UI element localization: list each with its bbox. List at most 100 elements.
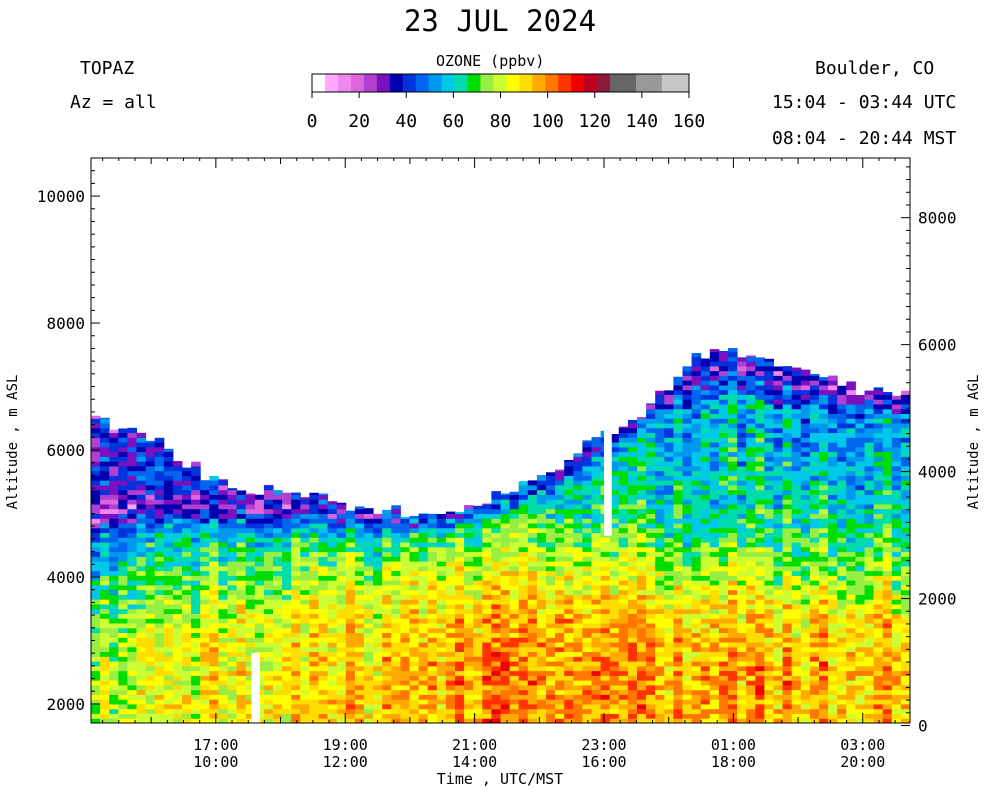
heatmap-cell xyxy=(764,470,774,476)
heatmap-cell xyxy=(100,680,110,686)
heatmap-cell xyxy=(728,675,738,681)
heatmap-cell xyxy=(182,575,192,581)
heatmap-cell xyxy=(828,675,838,681)
heatmap-cell xyxy=(209,637,219,643)
heatmap-cell xyxy=(828,499,838,505)
heatmap-cell xyxy=(218,613,228,619)
heatmap-cell xyxy=(737,561,747,567)
heatmap-cell xyxy=(609,651,620,657)
heatmap-cell xyxy=(136,494,147,500)
heatmap-cell xyxy=(582,513,592,519)
heatmap-cell xyxy=(691,699,702,705)
heatmap-cell xyxy=(546,503,556,510)
heatmap-cell xyxy=(109,637,119,643)
heatmap-cell xyxy=(127,713,137,719)
heatmap-cell xyxy=(655,475,665,481)
heatmap-cell xyxy=(464,508,474,515)
heatmap-cell xyxy=(509,632,520,638)
heatmap-cell xyxy=(591,675,602,681)
heatmap-cell xyxy=(691,361,702,367)
heatmap-cell xyxy=(637,680,647,686)
heatmap-cell xyxy=(600,575,611,581)
heatmap-cell xyxy=(455,623,465,629)
heatmap-cell xyxy=(500,713,511,719)
heatmap-cell xyxy=(373,584,383,591)
heatmap-cell xyxy=(609,665,620,672)
heatmap-cell xyxy=(764,494,774,500)
heatmap-cell xyxy=(118,428,128,434)
heatmap-cell xyxy=(582,718,592,724)
heatmap-cell xyxy=(455,618,465,624)
heatmap-cell xyxy=(773,599,784,605)
heatmap-cell xyxy=(637,627,647,634)
heatmap-cell xyxy=(718,437,729,443)
heatmap-cell xyxy=(518,680,529,686)
heatmap-cell xyxy=(209,675,219,681)
heatmap-cell xyxy=(200,708,210,714)
heatmap-cell xyxy=(782,408,793,415)
heatmap-cell xyxy=(163,684,174,691)
heatmap-cell xyxy=(682,470,693,476)
heatmap-cell xyxy=(737,618,747,624)
heatmap-cell xyxy=(564,718,574,724)
heatmap-cell xyxy=(627,642,638,648)
heatmap-cell xyxy=(500,613,511,619)
heatmap-cell xyxy=(828,461,838,467)
heatmap-cell xyxy=(445,694,456,700)
heatmap-cell xyxy=(482,518,492,524)
heatmap-cell xyxy=(245,532,256,538)
heatmap-cell xyxy=(837,665,847,672)
heatmap-cell xyxy=(309,551,319,557)
heatmap-cell xyxy=(172,508,183,515)
heatmap-cell xyxy=(172,465,183,472)
heatmap-cell xyxy=(591,446,602,453)
heatmap-cell xyxy=(464,699,474,705)
heatmap-cell xyxy=(100,632,110,638)
heatmap-cell xyxy=(418,561,429,567)
heatmap-cell xyxy=(500,708,511,714)
heatmap-cell xyxy=(782,713,793,719)
heatmap-cell xyxy=(819,523,829,529)
heatmap-cell xyxy=(309,546,319,553)
heatmap-cell xyxy=(646,632,656,638)
heatmap-cell xyxy=(809,623,820,629)
heatmap-cell xyxy=(791,408,802,415)
heatmap-cell xyxy=(400,589,410,595)
heatmap-cell xyxy=(546,480,556,486)
heatmap-cell xyxy=(709,665,720,672)
heatmap-cell xyxy=(618,694,629,700)
heatmap-cell xyxy=(163,570,174,576)
heatmap-cell xyxy=(500,493,511,495)
heatmap-cell xyxy=(600,570,611,576)
heatmap-cell xyxy=(646,456,656,462)
heatmap-cell xyxy=(828,375,838,381)
heatmap-cell xyxy=(655,694,665,700)
heatmap-cell xyxy=(782,370,793,376)
heatmap-cell xyxy=(828,565,838,572)
heatmap-cell xyxy=(327,513,338,519)
heatmap-cell xyxy=(409,661,420,667)
heatmap-cell xyxy=(427,665,438,672)
heatmap-cell xyxy=(482,608,492,614)
heatmap-cell xyxy=(746,451,756,457)
heatmap-cell xyxy=(582,699,592,705)
heatmap-cell xyxy=(418,537,429,543)
heatmap-cell xyxy=(673,465,683,472)
heatmap-cell xyxy=(464,518,474,524)
heatmap-cell xyxy=(737,584,747,591)
heatmap-cell xyxy=(591,713,602,719)
heatmap-cell xyxy=(582,532,592,538)
heatmap-cell xyxy=(737,532,747,538)
heatmap-cell xyxy=(300,542,310,548)
heatmap-cell xyxy=(809,442,820,448)
heatmap-cell xyxy=(354,570,365,576)
heatmap-cell xyxy=(691,499,702,505)
heatmap-cell xyxy=(673,670,683,676)
heatmap-cell xyxy=(291,513,301,519)
heatmap-cell xyxy=(427,632,438,638)
heatmap-cell xyxy=(546,599,556,605)
heatmap-cell xyxy=(655,461,665,467)
heatmap-cell xyxy=(455,512,465,515)
heatmap-cell xyxy=(500,551,511,557)
heatmap-cell xyxy=(400,556,410,562)
